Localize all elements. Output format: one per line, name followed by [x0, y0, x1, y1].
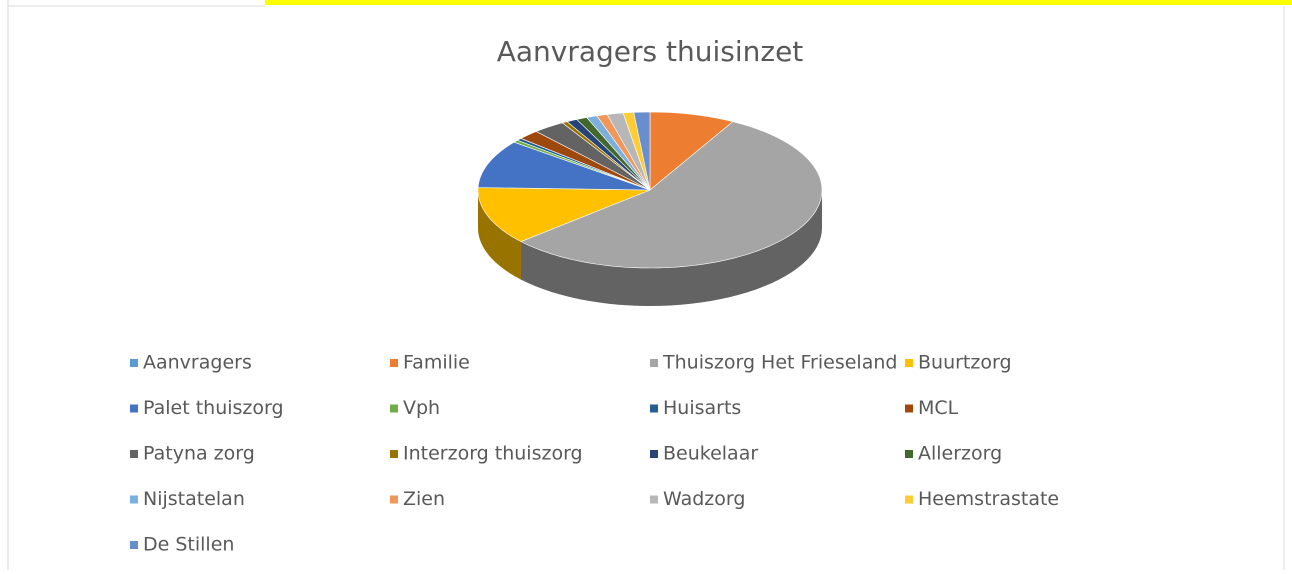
legend-label: De Stillen: [143, 534, 234, 556]
pie-slice: [649, 111, 734, 191]
legend-label: Wadzorg: [663, 488, 745, 510]
pie-slice: [477, 141, 651, 191]
highlight-bar: [265, 0, 1292, 5]
legend-label: Beukelaar: [663, 443, 758, 465]
legend-swatch: [650, 359, 658, 367]
legend-swatch: [390, 359, 398, 367]
legend-label: Heemstrastate: [918, 488, 1059, 510]
legend-label: Huisarts: [663, 397, 741, 419]
pie-slice: [520, 121, 823, 269]
legend-label: Palet thuiszorg: [143, 397, 284, 419]
legend-label: Aanvragers: [143, 352, 252, 374]
legend-label: MCL: [918, 397, 959, 419]
legend-label: Familie: [403, 352, 470, 374]
pie-wall: [520, 190, 822, 306]
legend-label: Thuiszorg Het Frieseland: [662, 352, 897, 374]
legend-swatch: [905, 495, 913, 504]
legend-label: Nijstatelan: [143, 488, 245, 510]
legend-label: Interzorg thuiszorg: [403, 443, 583, 465]
legend-swatch: [390, 495, 398, 504]
legend-swatch: [130, 541, 138, 549]
legend-swatch: [390, 404, 398, 413]
pie-tops: [477, 111, 823, 269]
pie-slice: [477, 187, 651, 242]
legend-swatch: [130, 404, 138, 413]
legend-swatch: [650, 450, 658, 458]
legend-label: Allerzorg: [918, 443, 1002, 465]
legend-swatch: [130, 495, 138, 504]
pie-slice: [535, 122, 651, 191]
legend-swatch: [650, 495, 658, 504]
legend-swatch: [130, 359, 138, 367]
legend: Aanvragers Familie Thuiszorg Het Frieselan…: [130, 352, 1059, 556]
legend-label: Vph: [403, 397, 440, 419]
legend-swatch: [390, 450, 398, 458]
legend-label: Buurtzorg: [918, 352, 1012, 374]
pie-slice: [633, 111, 651, 191]
chart-title: Aanvragers thuisinzet: [497, 35, 804, 68]
legend-label: Patyna zorg: [143, 443, 255, 465]
legend-swatch: [650, 404, 658, 413]
legend-swatch: [905, 404, 913, 413]
legend-swatch: [130, 450, 138, 458]
pie-wall: [478, 190, 521, 280]
legend-swatch: [905, 450, 913, 458]
pie-walls: [478, 190, 822, 306]
legend-label: Zien: [403, 488, 445, 510]
legend-swatch: [905, 359, 913, 367]
